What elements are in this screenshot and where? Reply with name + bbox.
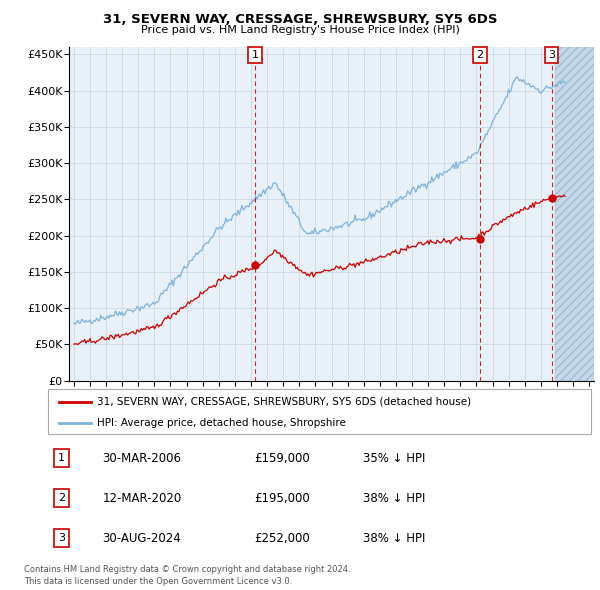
Text: 38% ↓ HPI: 38% ↓ HPI <box>363 492 425 505</box>
Text: 2: 2 <box>476 50 483 60</box>
Bar <box>556 47 594 381</box>
Text: HPI: Average price, detached house, Shropshire: HPI: Average price, detached house, Shro… <box>97 418 346 428</box>
Text: 38% ↓ HPI: 38% ↓ HPI <box>363 532 425 545</box>
Text: 30-MAR-2006: 30-MAR-2006 <box>103 452 181 465</box>
Text: £159,000: £159,000 <box>254 452 310 465</box>
Text: 2: 2 <box>58 493 65 503</box>
Text: £195,000: £195,000 <box>254 492 310 505</box>
Text: 31, SEVERN WAY, CRESSAGE, SHREWSBURY, SY5 6DS: 31, SEVERN WAY, CRESSAGE, SHREWSBURY, SY… <box>103 13 497 26</box>
Text: 3: 3 <box>548 50 555 60</box>
Text: 3: 3 <box>58 533 65 543</box>
Text: 12-MAR-2020: 12-MAR-2020 <box>103 492 182 505</box>
Text: 35% ↓ HPI: 35% ↓ HPI <box>363 452 425 465</box>
Text: This data is licensed under the Open Government Licence v3.0.: This data is licensed under the Open Gov… <box>24 577 292 586</box>
Text: Contains HM Land Registry data © Crown copyright and database right 2024.: Contains HM Land Registry data © Crown c… <box>24 565 350 574</box>
Text: 1: 1 <box>58 453 65 463</box>
Text: 31, SEVERN WAY, CRESSAGE, SHREWSBURY, SY5 6DS (detached house): 31, SEVERN WAY, CRESSAGE, SHREWSBURY, SY… <box>97 397 471 407</box>
Text: 30-AUG-2024: 30-AUG-2024 <box>103 532 181 545</box>
Text: £252,000: £252,000 <box>254 532 310 545</box>
Text: Price paid vs. HM Land Registry's House Price Index (HPI): Price paid vs. HM Land Registry's House … <box>140 25 460 35</box>
Text: 1: 1 <box>251 50 259 60</box>
